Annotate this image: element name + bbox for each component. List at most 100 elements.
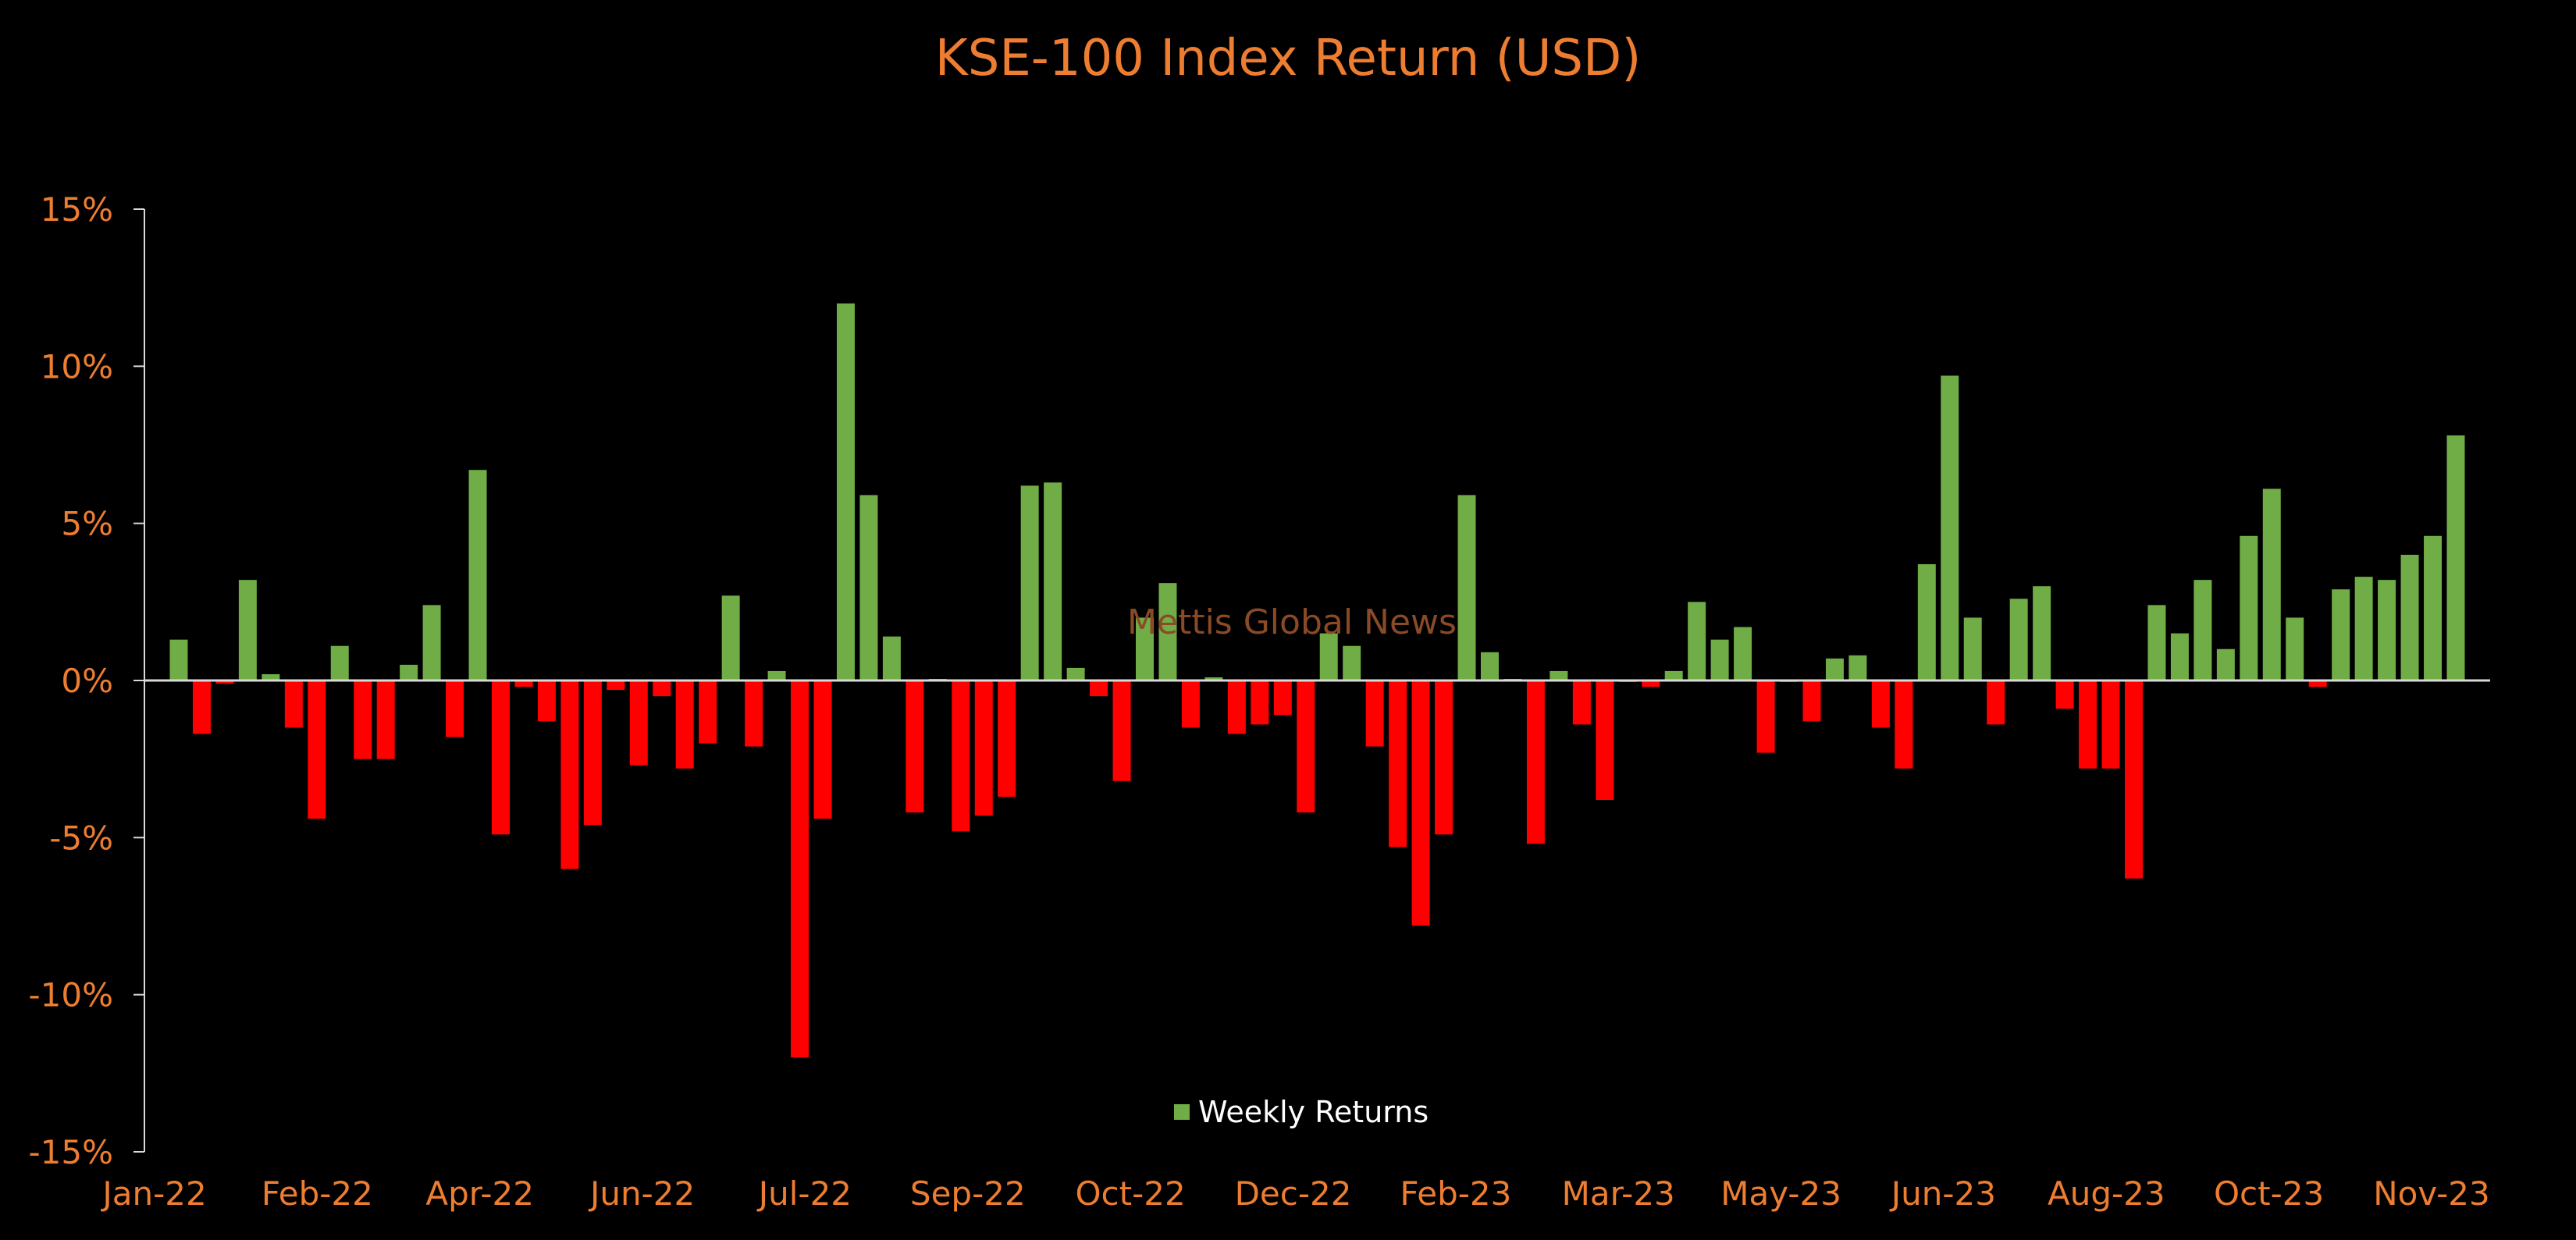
x-tick-label: Aug-23 [2048, 1174, 2165, 1213]
bar-week-43 [1136, 617, 1154, 680]
bar-week-76 [1895, 680, 1913, 769]
chart-title: KSE-100 Index Return (USD) [935, 30, 1642, 87]
bar-week-5 [262, 673, 280, 680]
bar-week-32 [882, 636, 901, 680]
y-tick-label: -15% [28, 1133, 113, 1171]
bar-week-15 [492, 680, 510, 835]
bar-week-87 [2147, 605, 2166, 680]
bar-week-22 [653, 680, 671, 697]
bar-week-93 [2286, 617, 2304, 680]
bar-week-41 [1090, 680, 1108, 697]
bar-week-91 [2240, 535, 2258, 680]
bar-week-90 [2216, 648, 2235, 680]
bar-week-51 [1319, 633, 1338, 680]
bar-week-10 [376, 680, 395, 759]
bar-week-31 [859, 495, 878, 680]
y-tick-label: 0% [61, 662, 113, 700]
bar-week-18 [560, 680, 579, 869]
bar-week-67 [1688, 602, 1706, 680]
x-tick-label: Oct-22 [1075, 1174, 1185, 1213]
y-tick-label: -5% [49, 819, 113, 857]
watermark: Mettis Global News [1127, 602, 1457, 642]
bar-week-25 [721, 595, 740, 680]
bar-week-96 [2354, 577, 2373, 680]
x-tick-label: Jul-22 [756, 1174, 852, 1213]
bars-layer [169, 303, 2465, 1058]
bar-week-70 [1756, 680, 1775, 753]
x-tick-label: Apr-22 [425, 1174, 534, 1213]
bar-week-13 [446, 680, 464, 737]
bar-week-100 [2446, 435, 2465, 680]
bar-week-28 [791, 680, 809, 1058]
y-tick-label: 15% [41, 190, 113, 229]
x-axis-labels: Jan-22 Feb-22 Apr-22 Jun-22 Jul-22 Sep-22 Oct-… [100, 1174, 2489, 1213]
bar-week-11 [400, 664, 418, 680]
bar-week-82 [2033, 586, 2051, 680]
bar-week-75 [1871, 680, 1890, 728]
bar-week-38 [1020, 485, 1039, 680]
bar-week-97 [2378, 580, 2396, 680]
bar-week-61 [1550, 670, 1568, 680]
x-tick-label: Mar-23 [1562, 1174, 1675, 1213]
y-tick-label: 5% [61, 505, 113, 543]
bar-week-83 [2055, 680, 2074, 709]
x-tick-label: May-23 [1720, 1174, 1841, 1213]
axes-layer [133, 208, 2490, 1153]
bar-week-65 [1642, 680, 1660, 688]
bar-week-63 [1596, 680, 1614, 801]
bar-week-23 [675, 680, 694, 769]
bar-week-74 [1848, 655, 1867, 680]
bar-week-14 [468, 470, 487, 680]
bar-week-6 [284, 680, 303, 728]
bar-week-8 [330, 645, 349, 680]
bar-week-72 [1802, 680, 1821, 722]
bar-week-60 [1526, 680, 1545, 844]
bar-week-99 [2424, 535, 2443, 680]
bar-week-81 [2009, 599, 2028, 680]
bar-week-12 [422, 605, 441, 680]
bar-week-53 [1365, 680, 1384, 747]
x-tick-label: Feb-22 [262, 1174, 373, 1213]
bar-week-57 [1457, 495, 1476, 680]
legend-swatch [1174, 1104, 1190, 1120]
bar-week-98 [2400, 554, 2419, 680]
bar-week-30 [836, 303, 855, 680]
bar-week-56 [1435, 680, 1453, 835]
bar-week-26 [745, 680, 763, 747]
bar-week-4 [238, 580, 257, 680]
bar-week-24 [699, 680, 717, 744]
x-tick-label: Feb-23 [1400, 1174, 1511, 1213]
bar-week-78 [1941, 375, 1959, 680]
bar-week-44 [1158, 583, 1177, 680]
bar-week-16 [514, 680, 533, 688]
bar-week-80 [1987, 680, 2005, 725]
bar-week-1 [169, 639, 188, 680]
bar-week-42 [1112, 680, 1131, 781]
x-tick-label: Sep-22 [910, 1174, 1026, 1213]
bar-week-2 [192, 680, 211, 734]
bar-week-89 [2194, 580, 2212, 680]
bar-week-62 [1572, 680, 1591, 725]
bar-week-35 [952, 680, 970, 832]
bar-week-29 [813, 680, 832, 819]
bar-week-27 [767, 670, 786, 680]
bar-week-55 [1411, 680, 1430, 926]
bar-week-54 [1389, 680, 1407, 847]
x-tick-label: Dec-22 [1235, 1174, 1352, 1213]
bar-week-7 [308, 680, 326, 819]
bar-week-69 [1734, 627, 1752, 680]
bar-week-47 [1227, 680, 1246, 734]
bar-week-73 [1825, 658, 1844, 680]
bar-week-9 [354, 680, 372, 759]
bar-week-46 [1204, 677, 1223, 680]
bar-week-45 [1181, 680, 1200, 728]
bar-week-33 [906, 680, 924, 813]
bar-week-37 [998, 680, 1016, 797]
bar-week-94 [2308, 680, 2327, 688]
bar-week-3 [215, 680, 234, 684]
bar-week-49 [1273, 680, 1292, 716]
bar-week-17 [537, 680, 556, 722]
bar-week-20 [607, 680, 625, 691]
bar-week-36 [974, 680, 993, 816]
